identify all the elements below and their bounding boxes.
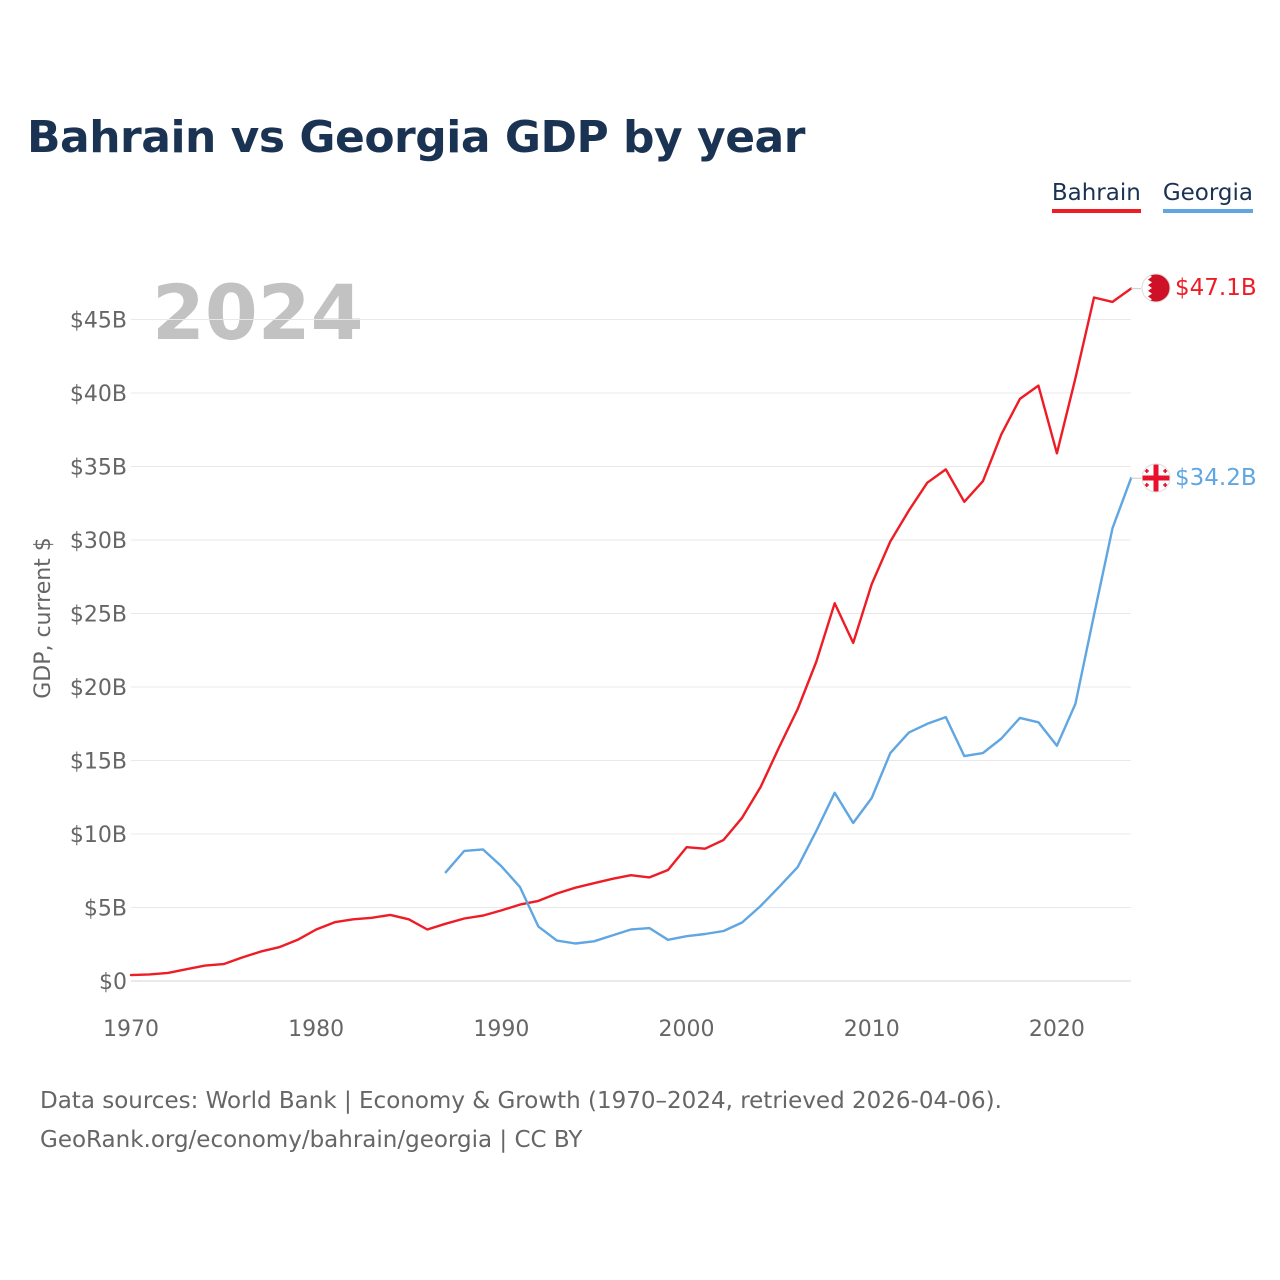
series-line-bahrain[interactable] (129, 287, 1133, 977)
chart-title: Bahrain vs Georgia GDP by year (27, 112, 805, 163)
y-axis-ticks: $0 $5B $10B $15B $20B $25B $30B $35B $40B $45B (70, 309, 127, 996)
series-line-georgia[interactable] (444, 477, 1133, 945)
x-tick-label: 2010 (844, 1017, 900, 1042)
y-tick-label: $0 (99, 970, 127, 995)
legend-item-bahrain[interactable]: Bahrain (1051, 180, 1141, 213)
y-tick-label: $40B (70, 382, 127, 407)
grid (131, 319, 1131, 982)
x-tick-label: 1980 (288, 1017, 344, 1042)
bahrain-flag-icon (1142, 274, 1170, 302)
year-label: 2024 (152, 268, 364, 357)
series (129, 287, 1141, 977)
x-tick-label: 2020 (1029, 1017, 1085, 1042)
y-tick-label: $30B (70, 529, 127, 554)
georgia-flag-icon (1142, 464, 1170, 492)
y-tick-label: $5B (84, 897, 127, 922)
bahrain-end-label: $47.1B (1175, 275, 1257, 301)
legend-item-georgia[interactable]: Georgia (1162, 180, 1253, 213)
y-tick-label: $20B (70, 676, 127, 701)
x-tick-label: 1970 (103, 1017, 159, 1042)
georgia-end-label: $34.2B (1175, 465, 1257, 491)
x-tick-label: 1990 (473, 1017, 529, 1042)
y-tick-label: $35B (70, 456, 127, 481)
georgia-flag-border (1141, 463, 1171, 493)
y-tick-label: $25B (70, 603, 127, 628)
credit-link[interactable]: GeoRank.org/economy/bahrain/georgia | CC… (40, 1127, 583, 1153)
legend: Bahrain Georgia (1051, 180, 1253, 213)
y-axis-label: GDP, current $ (31, 537, 56, 699)
data-sources: Data sources: World Bank | Economy & Gro… (40, 1088, 1002, 1114)
x-tick-label: 2000 (659, 1017, 715, 1042)
bahrain-flag-border (1141, 273, 1171, 303)
y-tick-label: $15B (70, 750, 127, 775)
footer: Data sources: World Bank | Economy & Gro… (40, 1082, 1002, 1160)
y-tick-label: $10B (70, 823, 127, 848)
y-tick-label: $45B (70, 309, 127, 334)
x-axis-ticks: 1970 1980 1990 2000 2010 2020 (103, 1017, 1085, 1042)
